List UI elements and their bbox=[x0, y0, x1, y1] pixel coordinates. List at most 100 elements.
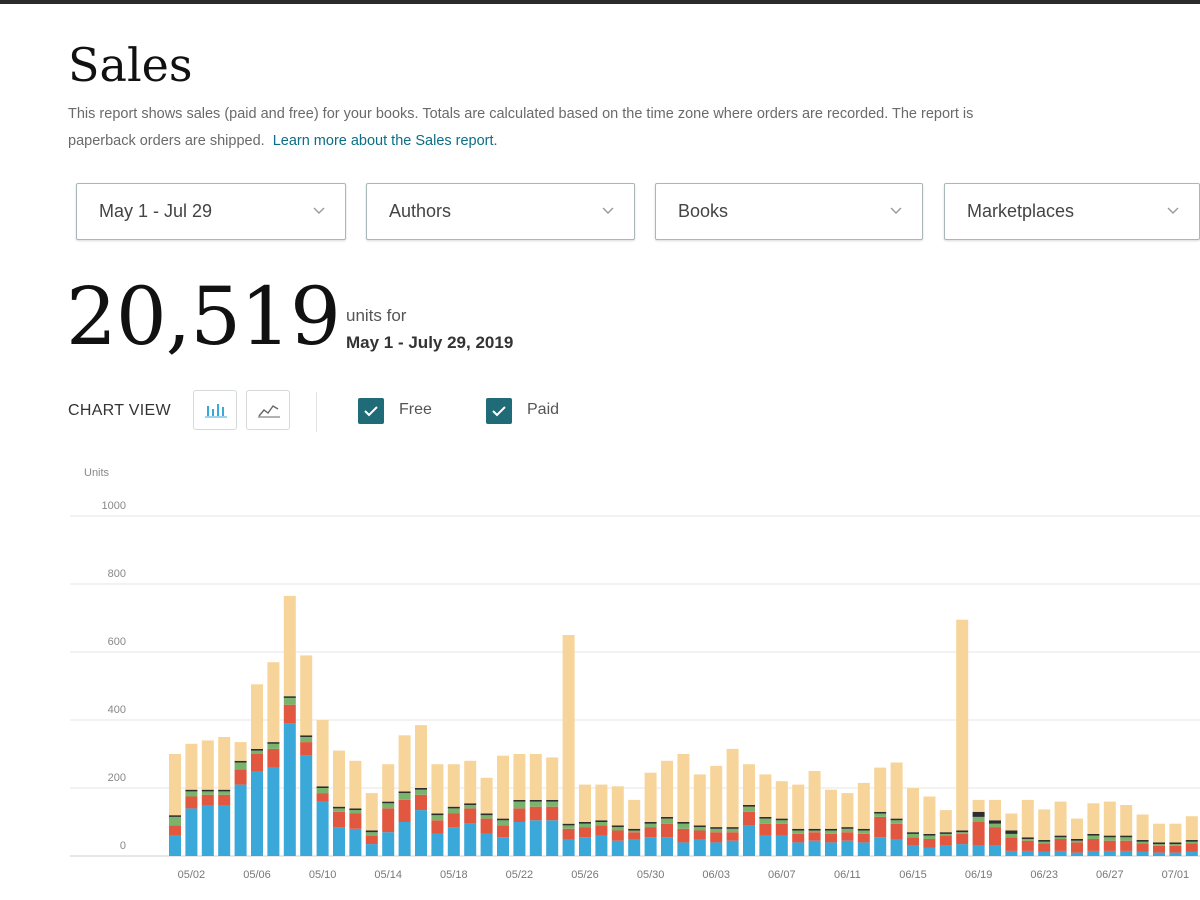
bar-segment bbox=[1071, 842, 1083, 853]
bar-segment bbox=[693, 827, 706, 831]
top-border bbox=[0, 0, 1200, 4]
bar-segment bbox=[595, 835, 608, 856]
bar-segment bbox=[1071, 840, 1083, 843]
bar-segment bbox=[283, 723, 296, 856]
books-dropdown-label: Books bbox=[678, 201, 729, 221]
bar-segment bbox=[808, 832, 821, 841]
bar-segment bbox=[775, 820, 788, 824]
bar-segment bbox=[874, 767, 887, 812]
x-tick-label: 05/26 bbox=[571, 869, 599, 881]
paid-checkbox[interactable] bbox=[486, 398, 512, 424]
bar-segment bbox=[874, 816, 887, 838]
date-range-dropdown[interactable]: May 1 - Jul 29 bbox=[76, 183, 346, 240]
bar-segment bbox=[890, 820, 903, 824]
bar-segment bbox=[201, 794, 214, 805]
authors-dropdown-label: Authors bbox=[389, 201, 452, 221]
bar-segment bbox=[349, 813, 362, 829]
bar-segment bbox=[1054, 801, 1067, 836]
bar-segment bbox=[579, 823, 591, 828]
bar-segment bbox=[661, 837, 673, 856]
bar-segment bbox=[546, 757, 559, 800]
page-description: This report shows sales (paid and free) … bbox=[68, 101, 1200, 155]
books-dropdown[interactable]: Books bbox=[655, 183, 923, 240]
marketplaces-dropdown[interactable]: Marketplaces bbox=[944, 183, 1200, 240]
bar-segment bbox=[628, 799, 641, 829]
authors-dropdown[interactable]: Authors bbox=[366, 183, 635, 240]
description-line-1: This report shows sales (paid and free) … bbox=[68, 106, 974, 122]
bar-segment bbox=[726, 832, 739, 841]
bar-segment bbox=[1185, 843, 1198, 852]
bar-segment bbox=[1054, 839, 1067, 851]
chart-view-label: CHART VIEW bbox=[68, 402, 171, 419]
bar-segment bbox=[464, 823, 477, 856]
bar-segment bbox=[497, 818, 509, 821]
bar-segment bbox=[792, 784, 805, 829]
bar-segment bbox=[382, 808, 395, 833]
bar-segment bbox=[415, 788, 427, 790]
y-tick-label: 200 bbox=[108, 772, 126, 784]
bar-segment bbox=[579, 784, 591, 822]
bar-segment bbox=[841, 793, 854, 828]
x-tick-label: 06/11 bbox=[834, 869, 861, 881]
bar-segment bbox=[1120, 805, 1133, 836]
bar-segment bbox=[234, 742, 247, 761]
bar-segment bbox=[1103, 850, 1116, 856]
bar-segment bbox=[382, 764, 395, 802]
bar-segment bbox=[1103, 837, 1116, 841]
bar-segment bbox=[333, 811, 345, 828]
bar-chart-view-button[interactable] bbox=[193, 390, 237, 430]
bar-segment bbox=[316, 720, 329, 787]
bar-segment bbox=[857, 782, 870, 829]
bar-segment bbox=[300, 755, 313, 856]
bar-segment bbox=[398, 822, 411, 856]
bar-segment bbox=[956, 833, 969, 845]
bar-segment bbox=[365, 844, 378, 856]
free-checkbox[interactable] bbox=[358, 398, 384, 424]
x-tick-label: 06/15 bbox=[899, 869, 927, 881]
bar-segment bbox=[644, 822, 657, 824]
bar-segment bbox=[529, 801, 542, 807]
bar-segment bbox=[775, 818, 788, 821]
line-chart-view-button[interactable] bbox=[246, 390, 290, 430]
learn-more-link[interactable]: Learn more about the Sales report. bbox=[272, 133, 498, 149]
bar-segment bbox=[808, 771, 821, 829]
bar-segment bbox=[546, 806, 559, 821]
bar-segment bbox=[595, 825, 608, 836]
bar-segment bbox=[480, 815, 493, 819]
bar-segment bbox=[1185, 851, 1198, 856]
bar-segment bbox=[661, 818, 673, 824]
bar-segment bbox=[792, 830, 805, 834]
bar-segment bbox=[316, 801, 329, 856]
bar-segment bbox=[169, 816, 181, 826]
bar-segment bbox=[464, 805, 477, 809]
bar-segment bbox=[464, 760, 477, 804]
bar-segment bbox=[480, 818, 493, 834]
x-tick-label: 05/06 bbox=[243, 869, 271, 881]
bar-segment bbox=[890, 818, 903, 821]
bar-segment bbox=[529, 820, 542, 856]
bar-segment bbox=[333, 806, 345, 809]
bar-segment bbox=[365, 832, 378, 836]
bar-segment bbox=[1087, 850, 1100, 856]
bar-segment bbox=[677, 754, 690, 822]
bar-segment bbox=[743, 805, 755, 807]
bar-segment bbox=[513, 801, 526, 809]
bar-segment bbox=[595, 784, 608, 821]
bar-segment bbox=[611, 840, 624, 856]
bar-segment bbox=[1087, 833, 1100, 836]
bar-segment bbox=[1153, 845, 1165, 853]
bar-segment bbox=[382, 801, 395, 804]
bar-segment bbox=[251, 750, 263, 754]
bar-segment bbox=[251, 771, 263, 856]
page-title: Sales bbox=[68, 38, 193, 92]
bar-segment bbox=[169, 815, 181, 817]
bar-segment bbox=[923, 796, 936, 834]
bar-segment bbox=[218, 794, 231, 805]
bar-segment bbox=[1136, 814, 1149, 841]
bar-segment bbox=[1185, 816, 1198, 841]
bar-segment bbox=[283, 696, 296, 698]
controls-divider bbox=[316, 392, 317, 432]
bar-segment bbox=[989, 799, 1001, 821]
bar-segment bbox=[775, 835, 788, 856]
y-tick-label: 0 bbox=[120, 840, 126, 852]
